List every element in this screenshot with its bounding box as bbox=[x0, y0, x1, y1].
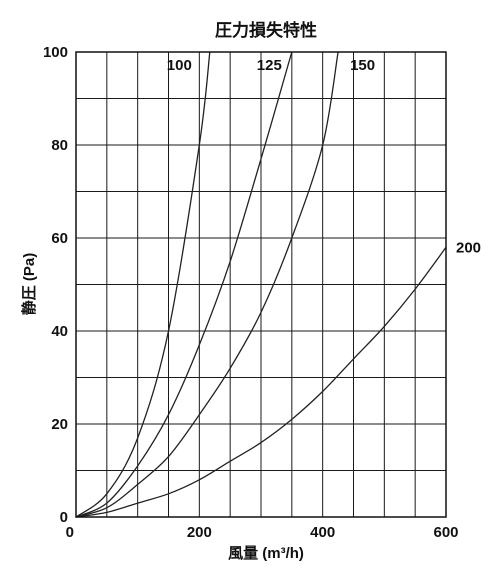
series-line-150 bbox=[75, 51, 339, 518]
series-label-200: 200 bbox=[456, 239, 481, 256]
series-line-100 bbox=[75, 51, 211, 518]
x-tick-label: 600 bbox=[433, 524, 458, 541]
curves bbox=[75, 51, 447, 518]
plot-frame bbox=[75, 51, 447, 518]
y-tick-labels: 0 20 40 60 80 100 bbox=[43, 44, 68, 526]
grid bbox=[76, 52, 446, 517]
series-line-200 bbox=[75, 246, 447, 518]
x-tick-label: 400 bbox=[310, 524, 335, 541]
y-tick-label: 0 bbox=[60, 509, 68, 526]
series-label-125: 125 bbox=[257, 57, 282, 74]
series-labels: 100 125 150 200 bbox=[167, 57, 481, 256]
series-label-150: 150 bbox=[350, 57, 375, 74]
y-axis-label: 静圧 (Pa) bbox=[20, 253, 38, 316]
x-axis-label: 風量 (m³/h) bbox=[228, 545, 304, 562]
chart-title: 圧力損失特性 bbox=[215, 20, 317, 40]
y-tick-label: 100 bbox=[43, 44, 68, 61]
series-line-125 bbox=[75, 51, 293, 518]
x-tick-label: 0 bbox=[66, 524, 74, 541]
y-tick-label: 80 bbox=[51, 137, 68, 154]
y-tick-label: 40 bbox=[51, 323, 68, 340]
x-tick-label: 200 bbox=[187, 524, 212, 541]
y-tick-label: 20 bbox=[51, 416, 68, 433]
y-tick-label: 60 bbox=[51, 230, 68, 247]
x-tick-labels: 0 200 400 600 bbox=[66, 524, 459, 541]
series-label-100: 100 bbox=[167, 57, 192, 74]
